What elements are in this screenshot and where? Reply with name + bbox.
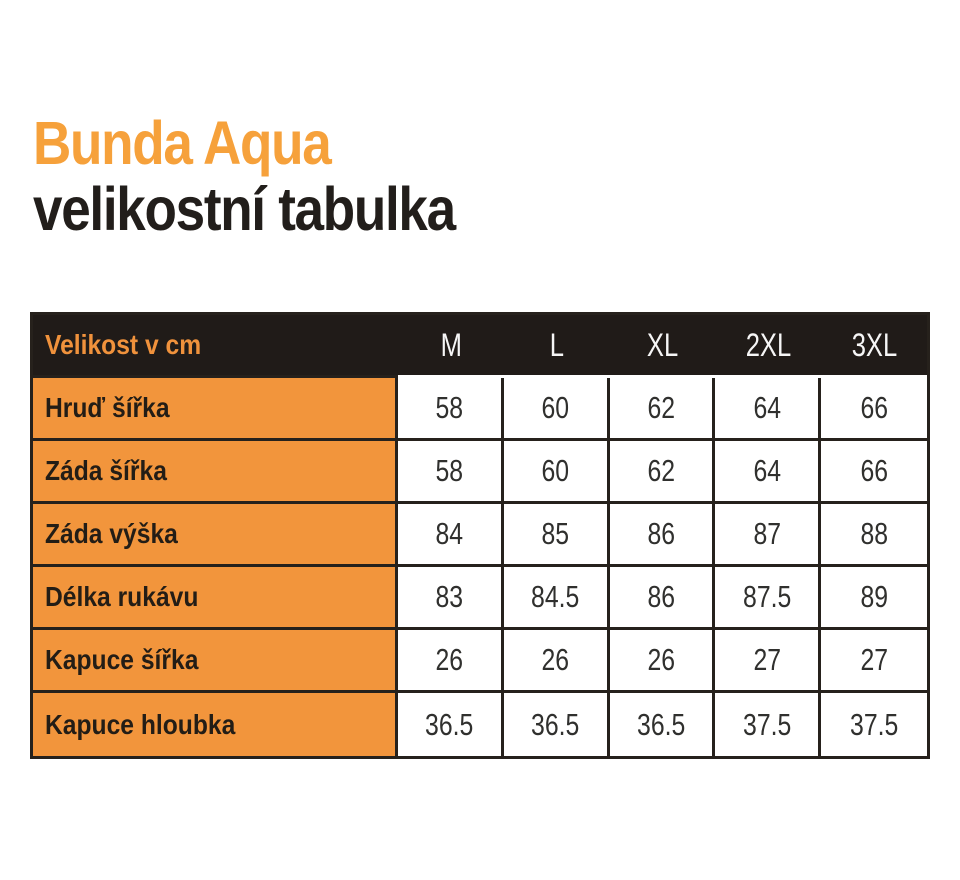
value-cell: 62 — [609, 378, 716, 441]
cell-text: 83 — [435, 579, 464, 614]
header-cell-size-3xl: 3XL — [821, 315, 927, 378]
value-cell: 58 — [398, 378, 504, 441]
page-title-block: Bunda Aqua velikostní tabulka — [33, 110, 518, 242]
cell-text: 88 — [860, 516, 888, 551]
value-cell: 87.5 — [715, 567, 822, 630]
cell-text: 87 — [752, 516, 781, 551]
header-size-text: L — [549, 326, 564, 363]
header-cell-size-m: M — [398, 315, 504, 378]
value-cell: 86 — [609, 504, 716, 567]
value-cell: 37.5 — [715, 693, 822, 756]
cell-text: 86 — [647, 516, 675, 551]
cell-text: 36.5 — [425, 706, 474, 742]
cell-text: 27 — [860, 642, 888, 677]
row-label-text: Hruď šířka — [45, 392, 170, 423]
header-cell-size-2xl: 2XL — [715, 315, 822, 378]
cell-text: 85 — [541, 516, 569, 551]
value-cell: 84.5 — [503, 567, 610, 630]
header-label-text: Velikost v cm — [45, 329, 202, 360]
value-cell: 27 — [715, 630, 822, 693]
value-cell: 86 — [609, 567, 716, 630]
header-size-text: 2XL — [745, 326, 792, 363]
cell-text: 37.5 — [849, 706, 899, 742]
cell-text: 84 — [435, 516, 464, 551]
cell-text: 89 — [860, 579, 888, 614]
value-cell: 89 — [821, 567, 927, 630]
row-label-kapuce-sirka: Kapuce šířka — [33, 630, 398, 693]
header-cell-size-xl: XL — [609, 315, 716, 378]
cell-text: 64 — [752, 453, 781, 488]
cell-text: 26 — [435, 642, 464, 677]
value-cell: 26 — [609, 630, 716, 693]
value-cell: 58 — [398, 441, 504, 504]
value-cell: 85 — [503, 504, 610, 567]
cell-text: 26 — [541, 642, 569, 677]
value-cell: 36.5 — [609, 693, 716, 756]
value-cell: 83 — [398, 567, 504, 630]
cell-text: 66 — [860, 453, 888, 488]
cell-text: 86 — [647, 579, 675, 614]
header-size-text: XL — [646, 326, 679, 363]
value-cell: 60 — [503, 378, 610, 441]
cell-text: 60 — [541, 453, 569, 488]
value-cell: 64 — [715, 441, 822, 504]
row-label-text: Záda šířka — [45, 455, 167, 486]
row-label-zada-vyska: Záda výška — [33, 504, 398, 567]
value-cell: 66 — [821, 441, 927, 504]
row-label-kapuce-hloubka: Kapuce hloubka — [33, 693, 398, 756]
cell-text: 36.5 — [636, 706, 686, 742]
value-cell: 66 — [821, 378, 927, 441]
row-label-text: Délka rukávu — [45, 581, 199, 612]
value-cell: 64 — [715, 378, 822, 441]
row-label-delka-rukavu: Délka rukávu — [33, 567, 398, 630]
row-label-text: Kapuce šířka — [45, 644, 199, 675]
cell-text: 62 — [647, 453, 675, 488]
row-label-hrud-sirka: Hruď šířka — [33, 378, 398, 441]
cell-text: 60 — [541, 390, 569, 425]
header-cell-label: Velikost v cm — [33, 315, 398, 378]
value-cell: 62 — [609, 441, 716, 504]
value-cell: 88 — [821, 504, 927, 567]
header-size-text: M — [440, 326, 462, 363]
cell-text: 64 — [752, 390, 781, 425]
value-cell: 36.5 — [398, 693, 504, 756]
header-size-text: 3XL — [851, 326, 897, 363]
cell-text: 58 — [435, 390, 464, 425]
value-cell: 37.5 — [821, 693, 927, 756]
cell-text: 84.5 — [531, 579, 580, 614]
cell-text: 26 — [647, 642, 675, 677]
cell-text: 58 — [435, 453, 464, 488]
cell-text: 87.5 — [742, 579, 791, 614]
size-table: Velikost v cm M L XL 2XL 3XL Hruď šířka … — [30, 312, 930, 759]
value-cell: 60 — [503, 441, 610, 504]
cell-text: 62 — [647, 390, 675, 425]
cell-text: 66 — [860, 390, 888, 425]
value-cell: 26 — [503, 630, 610, 693]
value-cell: 87 — [715, 504, 822, 567]
value-cell: 36.5 — [503, 693, 610, 756]
value-cell: 26 — [398, 630, 504, 693]
row-label-text: Záda výška — [45, 518, 178, 549]
value-cell: 27 — [821, 630, 927, 693]
cell-text: 27 — [752, 642, 781, 677]
page-subtitle: velikostní tabulka — [33, 175, 456, 243]
header-cell-size-l: L — [503, 315, 610, 378]
cell-text: 37.5 — [742, 706, 791, 742]
cell-text: 36.5 — [531, 706, 580, 742]
page-title: Bunda Aqua — [33, 109, 332, 177]
row-label-text: Kapuce hloubka — [45, 708, 236, 740]
row-label-zada-sirka: Záda šířka — [33, 441, 398, 504]
value-cell: 84 — [398, 504, 504, 567]
